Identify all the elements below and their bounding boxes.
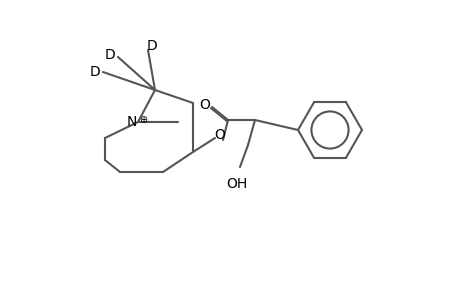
Text: N: N <box>127 115 137 129</box>
Text: O: O <box>214 128 225 142</box>
Text: O: O <box>199 98 210 112</box>
Text: OH: OH <box>226 177 247 191</box>
Text: D: D <box>90 65 100 79</box>
Text: D: D <box>104 48 115 62</box>
Text: D: D <box>146 39 157 53</box>
Text: ⊕: ⊕ <box>139 115 147 125</box>
